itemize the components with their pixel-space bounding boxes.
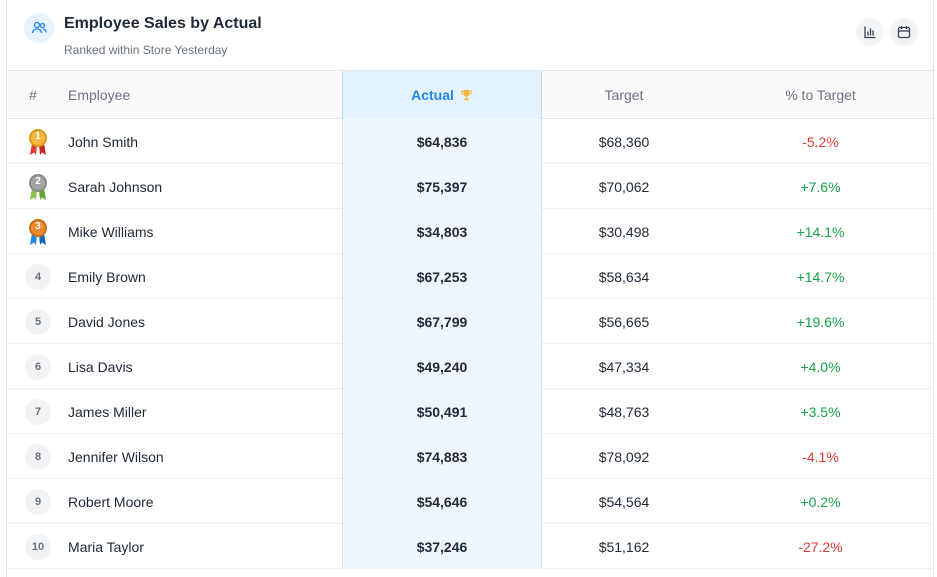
pct-to-target-value: +3.5%: [800, 403, 841, 420]
rank-number: 3: [35, 220, 41, 232]
rank-badge: 6: [25, 353, 51, 380]
pct-to-target-value: +4.0%: [800, 358, 841, 375]
rank-number: 2: [35, 175, 41, 187]
target-value: $30,498: [598, 223, 650, 240]
calendar-icon: [897, 26, 911, 39]
table-row[interactable]: 1 John Smith $64,836 $68,360 -5.2%: [7, 119, 933, 164]
rank-badge: 8: [25, 443, 51, 470]
bronze-medal-icon: 3: [23, 209, 53, 254]
employee-name: David Jones: [68, 313, 146, 330]
employee-name: Robert Moore: [68, 493, 154, 510]
table-header: # Employee Actual Target % to Target: [7, 71, 933, 119]
employee-name: Mike Williams: [68, 223, 154, 240]
table-row[interactable]: 5 David Jones $67,799 $56,665 +19.6%: [7, 299, 933, 344]
actual-value: $54,646: [342, 479, 542, 524]
actual-value: $64,836: [342, 119, 542, 164]
rank-cell: 9: [23, 479, 53, 524]
target-value: $70,062: [598, 178, 650, 195]
column-header-target[interactable]: Target: [604, 87, 644, 103]
actual-value: $50,491: [342, 389, 542, 434]
employee-name: James Miller: [68, 403, 147, 420]
actual-value: $67,253: [342, 254, 542, 299]
target-value: $51,162: [598, 538, 650, 555]
rank-badge: 10: [25, 533, 51, 560]
table-row[interactable]: 8 Jennifer Wilson $74,883 $78,092 -4.1%: [7, 434, 933, 479]
actual-value: $67,799: [342, 299, 542, 344]
users-icon: [24, 13, 54, 43]
table-body: 1 John Smith $64,836 $68,360 -5.2% 2 Sarah Joh…: [7, 119, 933, 569]
actual-value: $74,883: [342, 434, 542, 479]
pct-to-target-value: -4.1%: [802, 448, 839, 465]
column-header-pct-to-target[interactable]: % to Target: [785, 87, 856, 103]
trophy-icon: [460, 89, 473, 102]
target-value: $47,334: [598, 358, 650, 375]
card-title: Employee Sales by Actual: [64, 15, 262, 32]
pct-to-target-value: +19.6%: [796, 313, 845, 330]
actual-value: $37,246: [342, 524, 542, 569]
table-row[interactable]: 9 Robert Moore $54,646 $54,564 +0.2%: [7, 479, 933, 524]
actual-value: $34,803: [342, 209, 542, 254]
pct-to-target-value: +14.1%: [796, 223, 845, 240]
calendar-button[interactable]: [890, 18, 918, 46]
rank-number: 1: [35, 130, 41, 142]
card-subtitle: Ranked within Store Yesterday: [64, 43, 228, 57]
target-value: $54,564: [598, 493, 650, 510]
bar-chart-button[interactable]: [856, 18, 884, 46]
rank-cell: 10: [23, 524, 53, 569]
card-header: Employee Sales by Actual Ranked within S…: [7, 0, 933, 71]
employee-name: Emily Brown: [68, 268, 146, 285]
table-row[interactable]: 4 Emily Brown $67,253 $58,634 +14.7%: [7, 254, 933, 299]
pct-to-target-value: -5.2%: [802, 133, 839, 150]
table-row[interactable]: 6 Lisa Davis $49,240 $47,334 +4.0%: [7, 344, 933, 389]
target-value: $78,092: [598, 448, 650, 465]
employee-name: Lisa Davis: [68, 358, 133, 375]
target-value: $58,634: [598, 268, 650, 285]
rank-cell: 6: [23, 344, 53, 389]
target-value: $48,763: [598, 403, 650, 420]
bar-chart-icon: [864, 26, 876, 39]
pct-to-target-value: +7.6%: [800, 178, 841, 195]
employee-name: Jennifer Wilson: [68, 448, 164, 465]
rank-cell: 5: [23, 299, 53, 344]
rank-badge: 5: [25, 308, 51, 335]
employee-name: Sarah Johnson: [68, 178, 163, 195]
table-row[interactable]: 3 Mike Williams $34,803 $30,498 +14.1%: [7, 209, 933, 254]
table-row[interactable]: 2 Sarah Johnson $75,397 $70,062 +7.6%: [7, 164, 933, 209]
silver-medal-icon: 2: [23, 164, 53, 209]
column-header-actual[interactable]: Actual: [342, 71, 542, 119]
target-value: $68,360: [598, 133, 650, 150]
target-value: $56,665: [598, 313, 650, 330]
rank-badge: 9: [25, 488, 51, 515]
employee-name: John Smith: [68, 133, 139, 150]
actual-value: $75,397: [342, 164, 542, 209]
employee-sales-card: Employee Sales by Actual Ranked within S…: [6, 0, 934, 577]
rank-cell: 7: [23, 389, 53, 434]
column-header-employee[interactable]: Employee: [68, 87, 131, 103]
pct-to-target-value: -27.2%: [798, 538, 843, 555]
rank-cell: 8: [23, 434, 53, 479]
actual-value: $49,240: [342, 344, 542, 389]
rank-badge: 7: [25, 398, 51, 425]
employee-name: Maria Taylor: [68, 538, 144, 555]
rank-cell: 4: [23, 254, 53, 299]
pct-to-target-value: +0.2%: [800, 493, 841, 510]
table-row[interactable]: 7 James Miller $50,491 $48,763 +3.5%: [7, 389, 933, 434]
rank-badge: 4: [25, 263, 51, 290]
gold-medal-icon: 1: [23, 119, 53, 164]
column-header-rank: #: [29, 87, 37, 103]
pct-to-target-value: +14.7%: [796, 268, 845, 285]
table-row[interactable]: 10 Maria Taylor $37,246 $51,162 -27.2%: [7, 524, 933, 569]
